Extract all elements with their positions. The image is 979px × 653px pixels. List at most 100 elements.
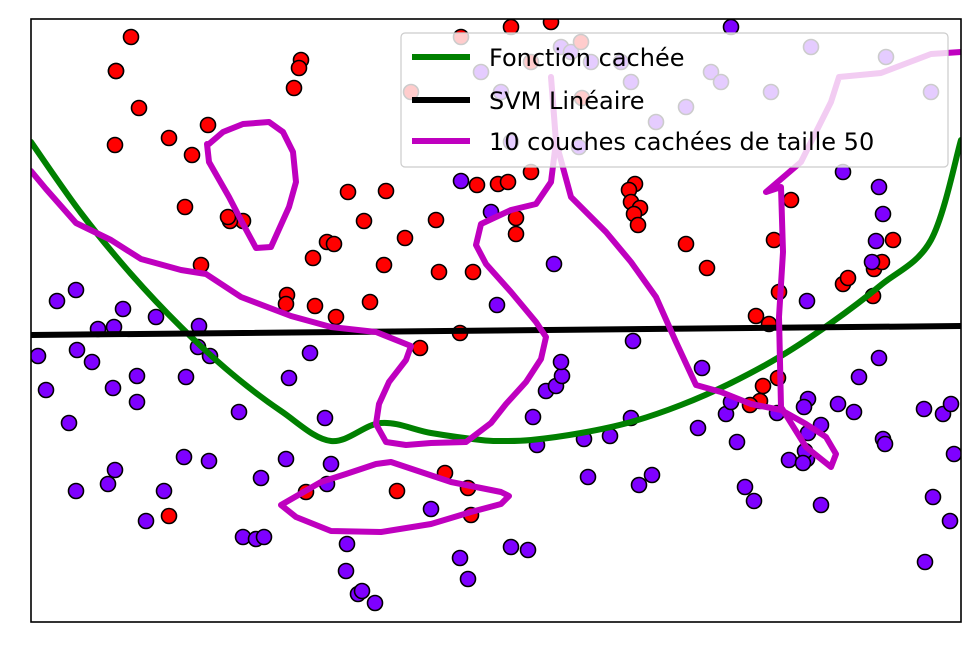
scatter-point bbox=[160, 507, 178, 525]
legend-label-hidden-function: Fonction cachée bbox=[489, 44, 684, 72]
mlp-boundary-line bbox=[204, 119, 299, 251]
scatter-point bbox=[839, 269, 857, 287]
legend: Fonction cachée SVM Linéaire 10 couches … bbox=[400, 32, 949, 168]
scatter-point bbox=[519, 541, 537, 559]
scatter-point bbox=[870, 178, 888, 196]
scatter-point bbox=[60, 414, 78, 432]
scatter-point bbox=[339, 183, 357, 201]
scatter-point bbox=[499, 173, 517, 191]
scatter-point bbox=[876, 435, 894, 453]
mlp-boundary-line bbox=[278, 459, 512, 535]
scatter-point bbox=[388, 482, 406, 500]
scatter-point bbox=[698, 259, 716, 277]
scatter-point bbox=[155, 482, 173, 500]
scatter-point bbox=[200, 452, 218, 470]
scatter-point bbox=[524, 408, 542, 426]
scatter-point bbox=[147, 308, 165, 326]
scatter-point bbox=[795, 398, 813, 416]
scatter-point bbox=[137, 512, 155, 530]
scatter-point bbox=[942, 395, 960, 413]
scatter-point bbox=[31, 347, 47, 365]
mlp-boundary-line bbox=[31, 49, 961, 470]
scatter-point bbox=[916, 553, 934, 571]
scatter-point bbox=[863, 253, 881, 271]
scatter-point bbox=[183, 146, 201, 164]
scatter-point bbox=[48, 292, 66, 310]
scatter-point bbox=[542, 19, 560, 31]
scatter-point bbox=[747, 307, 765, 325]
scatter-point bbox=[353, 582, 371, 600]
scatter-point bbox=[290, 59, 308, 77]
scatter-point bbox=[728, 433, 746, 451]
scatter-point bbox=[252, 469, 270, 487]
scatter-point bbox=[459, 570, 477, 588]
scatter-point bbox=[507, 225, 525, 243]
scatter-point bbox=[867, 232, 885, 250]
scatter-point bbox=[277, 450, 295, 468]
scatter-point bbox=[130, 99, 148, 117]
scatter-point bbox=[160, 129, 178, 147]
scatter-point bbox=[924, 488, 942, 506]
scatter-point bbox=[945, 445, 961, 463]
scatter-point bbox=[870, 349, 888, 367]
scatter-point bbox=[780, 451, 798, 469]
scatter-point bbox=[422, 500, 440, 518]
scatter-point bbox=[745, 492, 763, 510]
scatter-point bbox=[285, 79, 303, 97]
scatter-point bbox=[468, 176, 486, 194]
scatter-point bbox=[754, 377, 772, 395]
scatter-point bbox=[230, 403, 248, 421]
scatter-point bbox=[37, 381, 55, 399]
scatter-point bbox=[322, 455, 340, 473]
legend-label-svm: SVM Linéaire bbox=[489, 87, 644, 115]
scatter-point bbox=[941, 512, 959, 530]
scatter-point bbox=[301, 344, 319, 362]
scatter-point bbox=[128, 393, 146, 411]
scatter-point bbox=[68, 341, 86, 359]
scatter-point bbox=[794, 454, 812, 472]
scatter-point bbox=[915, 400, 933, 418]
scatter-point bbox=[452, 172, 470, 190]
scatter-point bbox=[451, 549, 469, 567]
scatter-point bbox=[377, 182, 395, 200]
scatter-point bbox=[884, 231, 902, 249]
scatter-point bbox=[106, 136, 124, 154]
scatter-point bbox=[219, 208, 237, 226]
scatter-point bbox=[643, 466, 661, 484]
scatter-point bbox=[114, 300, 132, 318]
scatter-point bbox=[67, 482, 85, 500]
scatter-point bbox=[306, 297, 324, 315]
scatter-point bbox=[736, 478, 754, 496]
scatter-point bbox=[579, 468, 597, 486]
scatter-point bbox=[850, 368, 868, 386]
scatter-point bbox=[677, 235, 695, 253]
scatter-point bbox=[630, 476, 648, 494]
scatter-point bbox=[366, 594, 384, 612]
scatter-point bbox=[427, 211, 445, 229]
scatter-point bbox=[553, 367, 571, 385]
legend-label-mlp: 10 couches cachées de taille 50 bbox=[489, 128, 874, 156]
scatter-point bbox=[812, 496, 830, 514]
scatter-point bbox=[104, 379, 122, 397]
scatter-point bbox=[67, 281, 85, 299]
scatter-point bbox=[552, 353, 570, 371]
plot-frame bbox=[30, 18, 962, 623]
scatter-point bbox=[199, 116, 217, 134]
scatter-point bbox=[829, 395, 847, 413]
scatter-point bbox=[689, 419, 707, 437]
scatter-point bbox=[122, 28, 140, 46]
scatter-point bbox=[430, 263, 448, 281]
scatter-point bbox=[798, 292, 816, 310]
scatter-point bbox=[411, 339, 429, 357]
scatter-point bbox=[107, 62, 125, 80]
scatter-point bbox=[128, 367, 146, 385]
scatter-point bbox=[355, 212, 373, 230]
scatter-point bbox=[874, 205, 892, 223]
scatter-point bbox=[327, 308, 345, 326]
scatter-point bbox=[175, 448, 193, 466]
scatter-point bbox=[255, 528, 273, 546]
scatter-point bbox=[325, 235, 343, 253]
scatter-point bbox=[722, 19, 740, 36]
scatter-point bbox=[629, 216, 647, 234]
scatter-point bbox=[337, 562, 355, 580]
